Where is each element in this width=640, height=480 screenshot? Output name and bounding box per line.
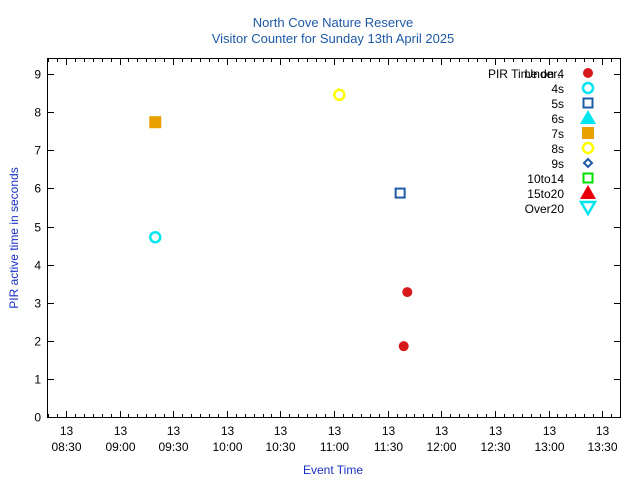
legend-label: 7s (551, 127, 564, 141)
legend-label: 15to20 (527, 187, 564, 201)
x-tick-label-time: 12:00 (426, 440, 456, 454)
legend-label: 8s (551, 142, 564, 156)
chart-subtitle: Visitor Counter for Sunday 13th April 20… (212, 31, 455, 46)
legend-marker-8s (581, 141, 595, 155)
x-tick-label-day: 13 (489, 424, 503, 438)
legend-label: 4s (551, 82, 564, 96)
legend-marker-5s (582, 97, 594, 109)
x-tick-label-time: 10:00 (212, 440, 242, 454)
data-point-under4 (398, 341, 409, 352)
x-tick-label-time: 09:00 (105, 440, 135, 454)
legend: PIR Time on ..Under44s5s6s7s8s9s10to1415… (488, 67, 598, 217)
x-tick-label-time: 10:30 (265, 440, 295, 454)
legend-marker-6s (580, 110, 596, 124)
x-tick-label-time: 13:30 (587, 440, 617, 454)
legend-label: 10to14 (527, 172, 564, 186)
legend-marker-10to14 (582, 172, 594, 184)
x-tick-label-day: 13 (167, 424, 181, 438)
x-tick-label-day: 13 (114, 424, 128, 438)
legend-marker-9s (582, 157, 594, 169)
x-tick-label-day: 13 (543, 424, 557, 438)
x-tick-label-day: 13 (221, 424, 235, 438)
legend-marker-4s (581, 81, 595, 95)
chart-title: North Cove Nature Reserve (253, 15, 413, 30)
legend-marker-under4 (583, 68, 593, 78)
data-point-4s (149, 230, 162, 244)
legend-label: Over20 (525, 202, 565, 216)
data-point-7s (149, 116, 162, 129)
data-points (149, 88, 413, 352)
axis-ticks: 0 1 2 3 4 5 6 7 8 9 13 08:30 13 09:00 13 09:30 13 10:00 13… (34, 59, 621, 454)
x-tick-label-time: 11:00 (320, 440, 349, 454)
y-tick-label: 5 (34, 221, 41, 235)
y-tick-label: 7 (34, 144, 41, 158)
x-tick-label-day: 13 (274, 424, 288, 438)
y-axis-label: PIR active time in seconds (7, 167, 21, 308)
legend-label: 6s (551, 112, 564, 126)
x-tick-label-time: 09:30 (158, 440, 188, 454)
x-tick-label-time: 12:30 (480, 440, 510, 454)
data-point-5s (394, 187, 406, 199)
y-tick-label: 0 (34, 411, 41, 425)
y-tick-label: 6 (34, 182, 41, 196)
x-tick-label-day: 13 (382, 424, 396, 438)
data-point-8s (333, 88, 346, 102)
y-tick-label: 2 (34, 335, 41, 349)
x-axis-label: Event Time (303, 463, 363, 477)
x-tick-label-day: 13 (596, 424, 610, 438)
x-tick-label-day: 13 (435, 424, 449, 438)
legend-label: Under4 (525, 67, 565, 81)
x-tick-label-day: 13 (60, 424, 74, 438)
y-tick-label: 3 (34, 297, 41, 311)
x-tick-label-time: 11:30 (374, 440, 403, 454)
y-tick-label: 1 (34, 373, 41, 387)
legend-marker-over20 (578, 200, 598, 217)
x-tick-label-time: 13:00 (534, 440, 564, 454)
legend-marker-15to20 (580, 185, 596, 199)
x-tick-label-time: 08:30 (51, 440, 81, 454)
x-tick-label-day: 13 (328, 424, 342, 438)
y-tick-label: 4 (34, 259, 41, 273)
legend-label: 5s (551, 97, 564, 111)
data-point-under4 (402, 287, 413, 298)
legend-label: 9s (551, 157, 564, 171)
y-tick-label: 9 (34, 68, 41, 82)
legend-title: PIR Time on .. (488, 67, 564, 81)
legend-marker-7s (582, 127, 594, 139)
plot-frame (47, 58, 621, 418)
y-tick-label: 8 (34, 106, 41, 120)
